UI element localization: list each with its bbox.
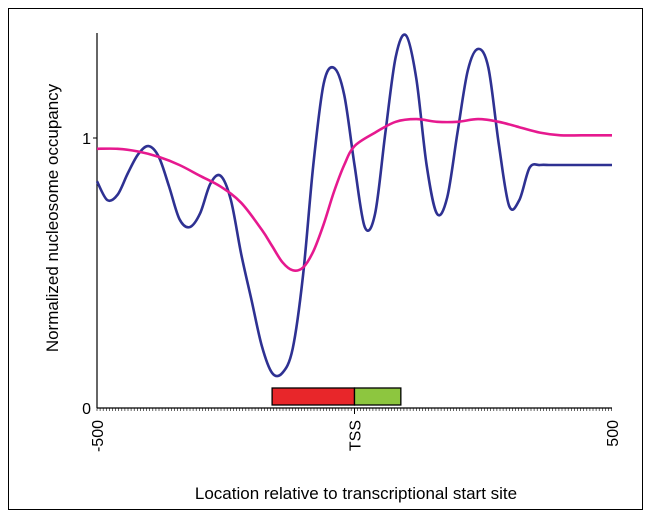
- x-minor-ticks: [96, 408, 612, 411]
- x-tick-label-2: TSS: [348, 420, 365, 451]
- x-axis-label: Location relative to transcriptional sta…: [195, 484, 517, 503]
- y-axis-label: Normalized nucleosome occupancy: [43, 83, 62, 352]
- x-tick-label-3: 500: [605, 420, 622, 447]
- tick-labels: -500 TSS 500 0 1: [82, 131, 622, 452]
- annotation-bar-1: [271, 387, 356, 406]
- y-tick-label-2: 1: [82, 131, 91, 148]
- annotation-bar-2: [353, 387, 402, 406]
- annotation-bars: [271, 387, 402, 406]
- axes: [93, 33, 612, 414]
- y-tick-label-1: 0: [82, 401, 91, 418]
- series-line-2: [96, 117, 612, 273]
- x-tick-label-1: -500: [90, 420, 107, 452]
- chart-frame: [8, 8, 643, 510]
- series-group: [95, 33, 612, 378]
- series-line-1: [95, 33, 612, 378]
